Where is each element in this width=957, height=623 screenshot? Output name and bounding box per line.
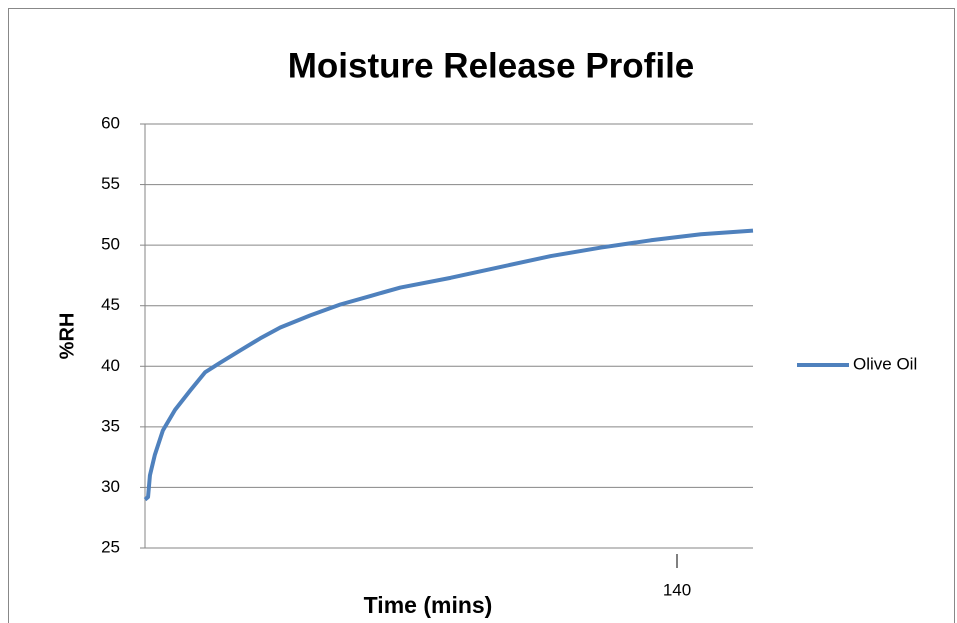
y-tick-label: 45	[101, 295, 120, 314]
y-tick-label: 40	[101, 356, 120, 375]
x-tick-label: 140	[663, 580, 691, 599]
y-tick-label: 60	[101, 113, 120, 132]
y-axis-label: %RH	[56, 313, 78, 360]
y-tick-label: 50	[101, 235, 120, 254]
y-tick-label: 35	[101, 416, 120, 435]
x-axis-label: Time (mins)	[364, 592, 493, 618]
data-line	[143, 228, 754, 502]
y-tick-label: 25	[101, 537, 120, 556]
y-tick-label: 55	[101, 174, 120, 193]
y-tick-label: 30	[101, 477, 120, 496]
chart-title: Moisture Release Profile	[288, 46, 695, 85]
chart-border	[8, 8, 955, 623]
legend-label: Olive Oil	[853, 354, 917, 373]
